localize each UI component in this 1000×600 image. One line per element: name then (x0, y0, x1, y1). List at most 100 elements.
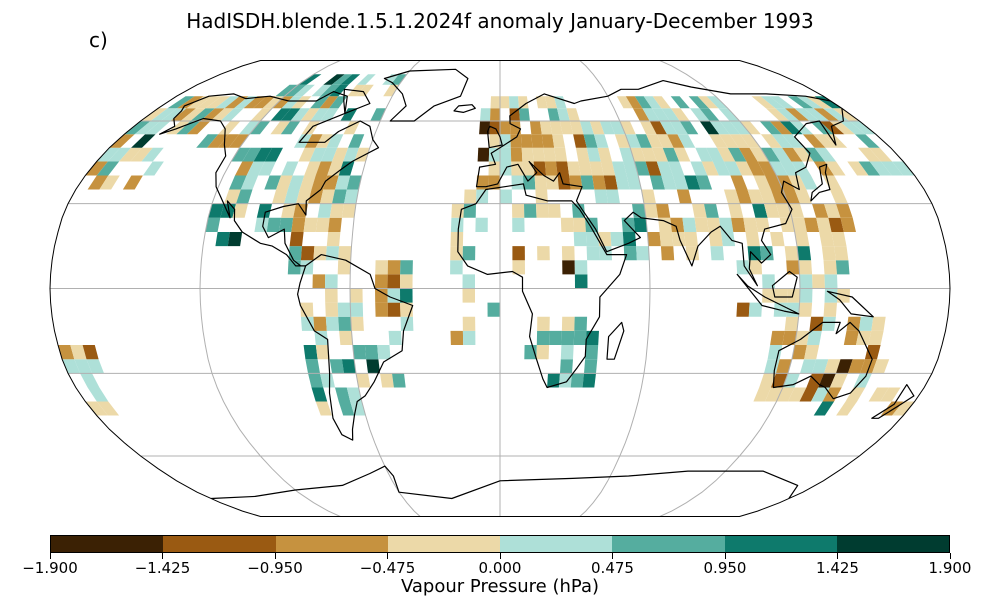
grid-cell (186, 121, 211, 135)
grid-cell (236, 189, 253, 204)
grid-cell (232, 203, 248, 218)
grid-cell (589, 121, 605, 135)
grid-cell (488, 161, 500, 176)
grid-cell (672, 175, 689, 190)
grid-cell (556, 161, 570, 176)
grid-cell (305, 359, 320, 374)
grid-cell (480, 108, 491, 121)
colorbar-tick (949, 553, 951, 559)
grid-cell (392, 373, 406, 388)
coastline-new-zealand (871, 384, 915, 419)
grid-cell (759, 121, 782, 135)
grid-cell (557, 108, 570, 121)
grid-cell (308, 373, 324, 388)
grid-cell (695, 147, 713, 162)
grid-cell (382, 74, 399, 85)
grid-cell (798, 260, 813, 275)
grid-cell (224, 96, 249, 109)
grid-cell (341, 203, 356, 218)
grid-cell (548, 203, 561, 218)
grid-cell (848, 359, 865, 374)
colorbar-segment (387, 536, 500, 552)
grid-cell (871, 316, 886, 331)
grid-cell (300, 302, 314, 317)
colorbar-tick (49, 553, 51, 559)
grid-cell (580, 175, 595, 190)
grid-cell (814, 147, 837, 162)
grid-cell (600, 161, 616, 176)
grid-cell (661, 108, 680, 121)
colorbar-tick-label: 0.000 (478, 559, 522, 577)
grid-cell (719, 134, 739, 148)
grid-cell (488, 147, 500, 162)
grid-cell (762, 274, 775, 289)
grid-cell (809, 316, 824, 331)
grid-cell (554, 147, 568, 162)
grid-cell (695, 175, 713, 190)
coastline-australia (772, 321, 873, 400)
grid-cell (676, 189, 692, 204)
grid-cell (170, 108, 197, 121)
grid-cell (450, 246, 463, 261)
grid-cell (329, 203, 344, 218)
grid-cell (788, 387, 807, 402)
grid-cell (275, 84, 298, 97)
grid-cell (779, 217, 795, 232)
grid-cell (673, 147, 691, 162)
grid-cell (753, 387, 771, 402)
grid-cell (264, 147, 283, 162)
grid-cell (849, 121, 876, 135)
grid-cell (656, 161, 673, 176)
grid-cell (561, 330, 575, 345)
anomaly-grid (58, 74, 915, 416)
grid-cell (729, 121, 751, 135)
grid-cell (300, 108, 320, 121)
grid-cell (487, 302, 500, 317)
grid-cell (625, 96, 643, 109)
grid-cell (80, 373, 100, 388)
grid-cell (400, 260, 413, 275)
grid-cell (510, 134, 522, 148)
grid-cell (812, 359, 829, 374)
grid-cell (320, 189, 335, 204)
colorbar-segment (500, 536, 613, 552)
coastline-madagascar (606, 321, 625, 360)
grid-cell (787, 96, 814, 109)
coastlines (159, 68, 915, 500)
grid-cell (670, 108, 690, 121)
grid-cell (869, 161, 892, 176)
grid-cell (220, 108, 244, 121)
grid-cell (858, 316, 874, 331)
grid-cell (708, 134, 728, 148)
colorbar-segment (612, 536, 725, 552)
grid-cell (747, 246, 762, 261)
grid-cell (623, 246, 637, 261)
grid-cell (451, 203, 464, 218)
grid-cell (688, 96, 709, 109)
grid-cell (570, 373, 584, 388)
grid-cell (560, 345, 574, 360)
grid-cell (823, 260, 837, 275)
grid-cell (818, 373, 836, 388)
grid-cell (356, 373, 371, 388)
grid-cell (290, 108, 311, 121)
grid-cell (352, 345, 367, 360)
grid-cell (796, 96, 823, 109)
grid-cell (272, 189, 288, 204)
grid-cell (276, 175, 293, 190)
grid-cell (210, 108, 235, 121)
grid-cell (326, 232, 341, 247)
grid-cell (509, 108, 520, 121)
grid-cell (522, 161, 535, 176)
grid-cell (532, 147, 545, 162)
grid-cell (752, 203, 768, 218)
grid-cell (745, 232, 760, 247)
grid-cell (328, 217, 342, 232)
grid-cell (500, 189, 512, 204)
grid-cell (325, 288, 338, 303)
grid-cell (868, 147, 893, 162)
grid-cell (217, 134, 240, 148)
longitude-line (659, 60, 801, 517)
grid-cell (831, 232, 847, 247)
grid-cell (880, 401, 904, 416)
